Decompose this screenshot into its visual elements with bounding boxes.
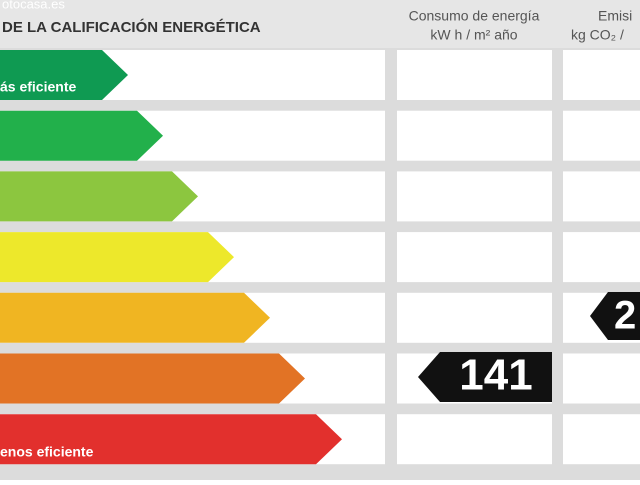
title: DE LA CALIFICACIÓN ENERGÉTICA	[2, 18, 261, 36]
emissions-rating: 2	[614, 294, 636, 338]
col-unit: kW h / m² año	[430, 27, 517, 43]
scale-label: ás eficiente	[0, 79, 76, 95]
rating-arrow	[0, 171, 198, 222]
header-band	[0, 0, 640, 48]
cell	[397, 292, 552, 343]
cell	[397, 50, 552, 100]
rating-arrow	[0, 353, 305, 404]
rows	[0, 50, 640, 465]
rating-arrow	[0, 414, 342, 465]
cell	[563, 232, 640, 283]
rating-arrow	[0, 50, 128, 100]
cell	[563, 353, 640, 404]
col-unit: kg CO₂ /	[571, 27, 624, 43]
cell	[397, 171, 552, 222]
cell	[397, 110, 552, 161]
watermark: otocasa.es	[2, 0, 65, 11]
rating-arrow	[0, 232, 234, 283]
rating-arrow	[0, 110, 163, 161]
cell	[397, 232, 552, 283]
consumption-rating: 141	[459, 351, 532, 400]
consumption-badge	[418, 352, 552, 402]
cell	[563, 414, 640, 465]
scale-label: enos eficiente	[0, 444, 94, 460]
cell	[397, 414, 552, 465]
rating-arrow	[0, 292, 270, 343]
col-title: Consumo de energía	[409, 8, 540, 24]
col-title: Emisi	[598, 8, 632, 24]
cell	[563, 171, 640, 222]
cell	[563, 110, 640, 161]
cell	[563, 50, 640, 100]
emissions-badge	[590, 292, 640, 340]
